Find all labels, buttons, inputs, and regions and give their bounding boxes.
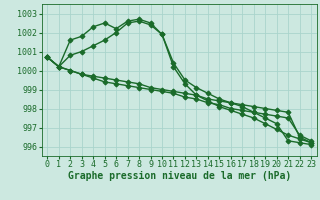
X-axis label: Graphe pression niveau de la mer (hPa): Graphe pression niveau de la mer (hPa) bbox=[68, 171, 291, 181]
